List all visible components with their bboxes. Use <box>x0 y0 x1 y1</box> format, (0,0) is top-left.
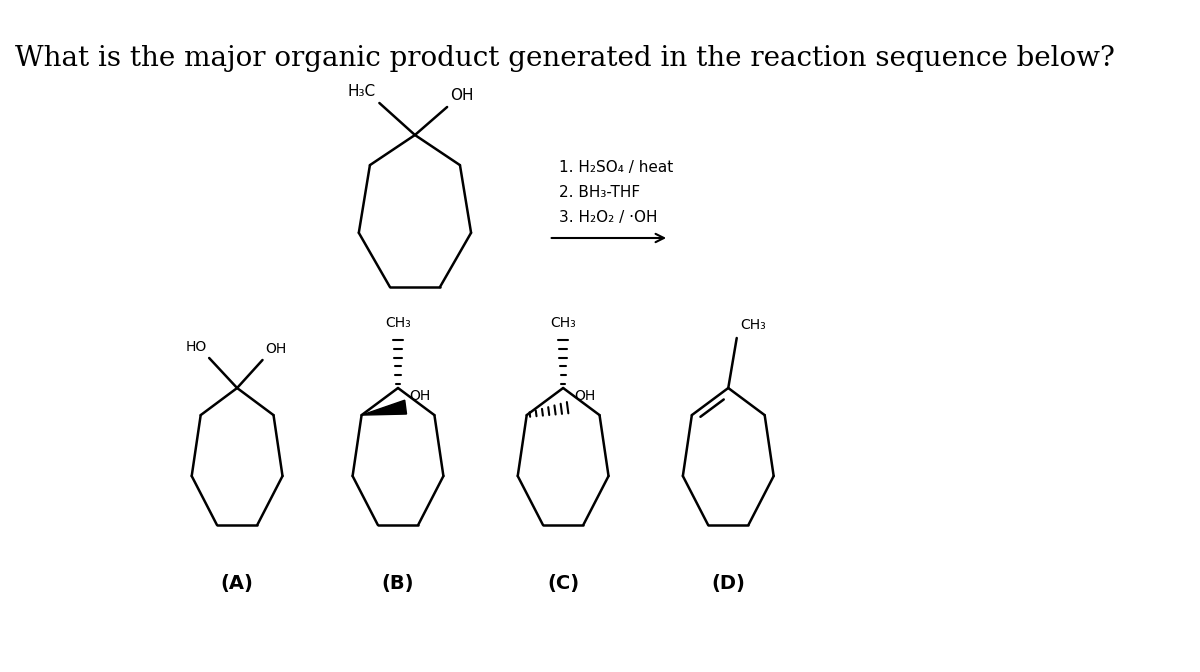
Text: (B): (B) <box>382 574 414 593</box>
Text: OH: OH <box>574 389 595 403</box>
Text: (D): (D) <box>712 574 745 593</box>
Text: 1. H₂SO₄ / heat: 1. H₂SO₄ / heat <box>559 160 673 175</box>
Text: What is the major organic product generated in the reaction sequence below?: What is the major organic product genera… <box>16 45 1115 72</box>
Text: HO: HO <box>185 340 206 354</box>
Text: CH₃: CH₃ <box>740 318 766 332</box>
Text: OH: OH <box>450 88 473 103</box>
Text: OH: OH <box>409 389 431 403</box>
Polygon shape <box>361 401 407 415</box>
Text: OH: OH <box>265 342 287 356</box>
Text: CH₃: CH₃ <box>385 316 410 330</box>
Text: (A): (A) <box>221 574 253 593</box>
Text: H₃C: H₃C <box>348 84 376 99</box>
Text: 3. H₂O₂ / ·OH: 3. H₂O₂ / ·OH <box>559 210 658 225</box>
Text: (C): (C) <box>547 574 580 593</box>
Text: 2. BH₃-THF: 2. BH₃-THF <box>559 185 640 200</box>
Text: CH₃: CH₃ <box>551 316 576 330</box>
